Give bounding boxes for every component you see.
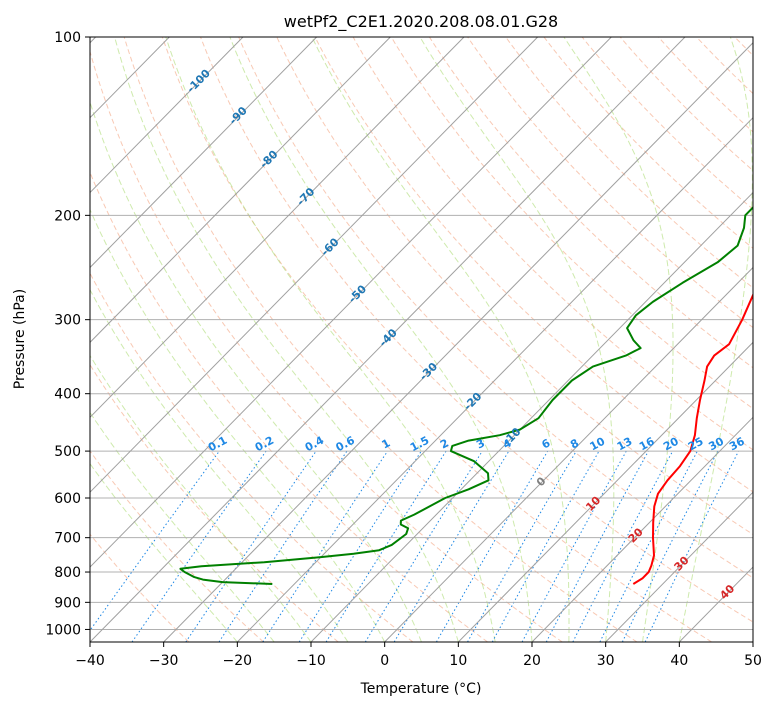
y-tick-label: 100 — [54, 30, 81, 46]
moist-adiabat-line — [90, 288, 349, 642]
moist-adiabat-line — [114, 37, 459, 642]
x-tick-label: 10 — [449, 653, 467, 669]
mixing-ratio-line — [298, 450, 422, 642]
mixing-ratio-line — [545, 450, 649, 642]
dry-adiabat-line — [200, 37, 753, 623]
dry-adiabat-line — [352, 37, 753, 451]
dry-adiabat-line — [238, 37, 753, 579]
x-tick-label: 20 — [523, 653, 541, 669]
isotherm-line — [90, 37, 465, 418]
chart-title: wetPf2_C2E1.2020.208.08.01.G28 — [284, 12, 558, 32]
moist-adiabat-line — [678, 37, 753, 642]
mixing-ratio-line — [599, 450, 698, 642]
moist-adiabat-line — [419, 37, 615, 642]
isotherm-line — [310, 191, 753, 642]
isotherm-line — [90, 37, 318, 269]
mixing-ratio-line — [521, 450, 627, 642]
dry-adiabat-line — [276, 37, 753, 536]
y-tick-label: 1000 — [45, 622, 81, 638]
sounding-profiles — [179, 206, 753, 585]
moist-adiabat-line — [90, 100, 422, 642]
x-tick-label: −10 — [296, 653, 326, 669]
mixing-ratio-label: 10 — [588, 435, 608, 454]
mixing-ratio-label: 13 — [615, 435, 635, 454]
y-tick-label: 600 — [54, 491, 81, 507]
dry-adiabat-line — [90, 49, 563, 642]
dry-adiabat-line — [505, 37, 753, 289]
moist-adiabat-line — [90, 354, 312, 642]
isotherm-line — [457, 341, 753, 642]
x-tick-label: 30 — [597, 653, 615, 669]
y-tick-label: 800 — [54, 565, 81, 581]
dry-adiabat-line — [90, 533, 190, 642]
dry-adiabat-line — [90, 171, 488, 642]
dry-adiabats — [90, 37, 753, 642]
isotherm-line — [90, 37, 612, 568]
isotherm-line — [605, 491, 753, 642]
mixing-ratio-line — [262, 450, 389, 642]
mixing-ratio-label: 16 — [637, 435, 657, 454]
mixing-ratio-label: 25 — [686, 435, 706, 454]
x-tick-label: −20 — [223, 653, 253, 669]
isotherm-line — [531, 416, 753, 642]
mixing-ratio-line — [621, 450, 719, 642]
x-axis-title: Temperature (°C) — [360, 681, 482, 697]
pressure-gridlines — [90, 37, 753, 630]
mixing-ratio-label: 30 — [706, 435, 726, 454]
moist-adiabats — [90, 37, 753, 642]
y-tick-label: 300 — [54, 313, 81, 329]
x-tick-label: −40 — [75, 653, 105, 669]
moist-adiabat-line — [165, 37, 496, 642]
dry-adiabat-line — [581, 37, 753, 210]
mixing-ratio-line — [185, 450, 317, 642]
x-axis-ticks: −40 −30 −20 −10 0 10 20 30 40 50 — [75, 642, 762, 669]
isotherm-line — [90, 37, 539, 493]
y-axis-title: Pressure (hPa) — [12, 289, 28, 389]
dry-adiabat-line — [314, 37, 753, 493]
mixing-ratio-line — [90, 450, 220, 632]
dewpoint-profile-line — [179, 206, 753, 585]
x-tick-label: 0 — [380, 653, 389, 669]
isotherm-line — [90, 37, 391, 344]
y-tick-label: 900 — [54, 595, 81, 611]
isotherm-lines — [90, 37, 753, 642]
isotherm-line — [90, 37, 244, 194]
y-axis-ticks: 100 200 300 400 500 600 700 800 900 1000 — [45, 30, 90, 638]
isotherm-line — [163, 42, 753, 642]
mixing-ratio-label: 36 — [727, 435, 747, 454]
plot-frame — [89, 36, 754, 643]
mixing-ratio-line — [218, 450, 348, 642]
x-tick-label: −30 — [149, 653, 179, 669]
isotherm-line — [236, 116, 753, 642]
y-tick-label: 700 — [54, 531, 81, 547]
y-tick-label: 500 — [54, 444, 81, 460]
x-tick-label: 40 — [670, 653, 688, 669]
temperature-profile-line — [632, 292, 753, 585]
moist-adiabat-line — [90, 208, 386, 642]
moist-adiabat-line — [90, 411, 275, 642]
isotherm-line — [90, 37, 686, 642]
dry-adiabat-line — [428, 37, 753, 369]
moist-adiabat-line — [90, 462, 238, 642]
dry-adiabat-line — [161, 37, 712, 642]
moist-adiabat-line — [311, 37, 570, 642]
moist-adiabat-line — [229, 37, 533, 642]
y-tick-label: 200 — [54, 208, 81, 224]
dry-adiabat-line — [467, 37, 753, 329]
y-tick-label: 400 — [54, 387, 81, 403]
isotherm-line — [384, 266, 753, 642]
x-tick-label: 50 — [744, 653, 762, 669]
mixing-ratio-label: 20 — [661, 435, 681, 454]
dry-adiabat-line — [90, 272, 414, 642]
